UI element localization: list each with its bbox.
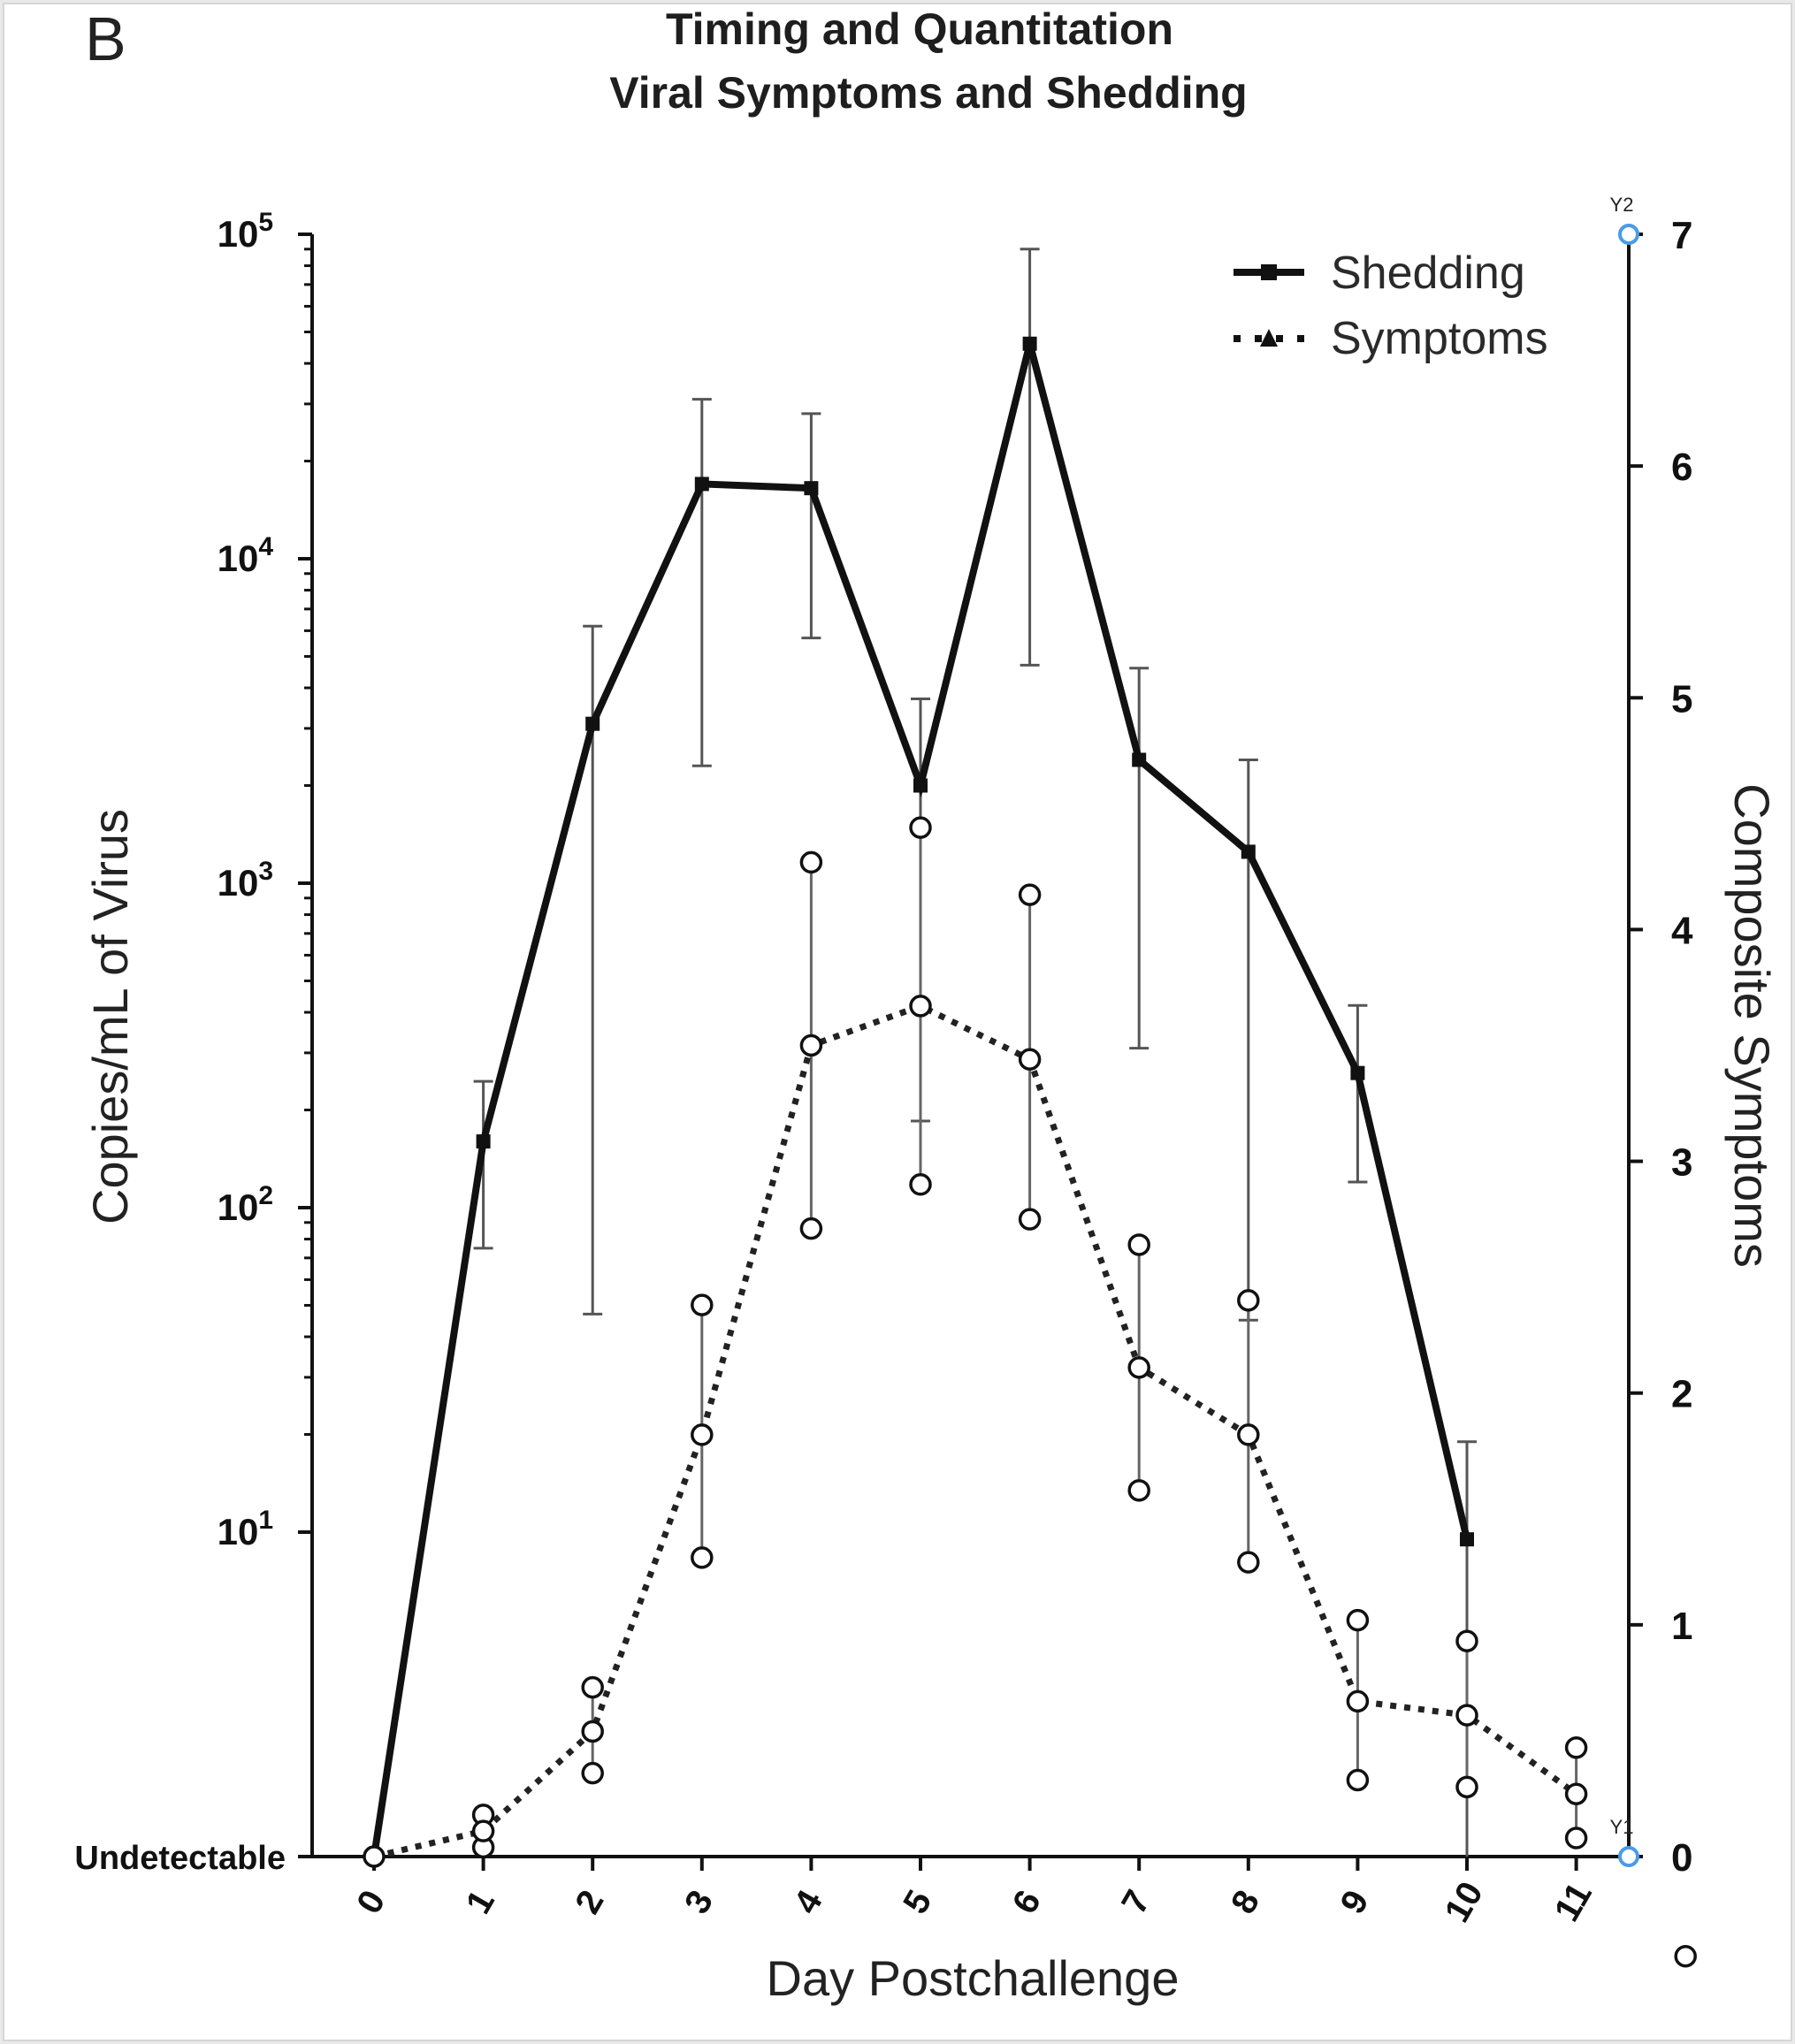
series-lines	[370, 342, 1578, 1860]
symptoms-point	[799, 850, 823, 874]
symptoms-point	[1018, 883, 1042, 906]
symptoms-point	[1564, 1736, 1588, 1759]
symptoms-point	[1564, 1827, 1588, 1850]
symptoms-point	[581, 1720, 604, 1743]
y-right-tick-label: 6	[1671, 446, 1692, 489]
symptoms-point	[1237, 1289, 1260, 1312]
symptoms-point	[471, 1819, 495, 1842]
stray-marker	[1674, 1944, 1697, 1968]
symptoms-point	[1346, 1768, 1370, 1792]
y-left-tick-label: 105	[218, 208, 273, 255]
shedding-point	[694, 477, 709, 492]
x-tick-label: 5	[896, 1884, 939, 1920]
x-tick-label: 6	[1005, 1884, 1049, 1920]
y-left-baseline-label: Undetectable	[74, 1840, 286, 1877]
axis-handle-label: Y2	[1610, 194, 1634, 216]
y-right-tick-label: 3	[1671, 1141, 1692, 1185]
symptoms-point	[1018, 1048, 1042, 1071]
symptoms-point	[1455, 1775, 1478, 1799]
shedding-point	[1460, 1532, 1474, 1547]
y-right-tick-label: 1	[1671, 1605, 1692, 1648]
symptoms-point	[1127, 1356, 1150, 1379]
y-right-tick-label: 0	[1671, 1836, 1692, 1880]
symptoms-point	[799, 1216, 823, 1240]
symptoms-point	[691, 1423, 714, 1446]
symptoms-point	[691, 1293, 714, 1316]
shedding-point	[585, 716, 600, 731]
symptoms-point	[1346, 1689, 1370, 1713]
x-tick-label: 8	[1224, 1884, 1267, 1920]
symptoms-point	[1455, 1629, 1478, 1652]
y-axis-label-left: Copies/mL of Virus	[82, 809, 138, 1224]
axis-handle-y2	[1618, 224, 1639, 245]
x-tick-label: 0	[349, 1884, 393, 1920]
chart-frame	[3, 3, 1792, 2041]
x-axis-label: Day Postchallenge	[767, 1950, 1180, 2006]
shedding-point	[804, 481, 819, 496]
chart-title: Timing and Quantitation	[666, 4, 1173, 54]
symptoms-point	[1237, 1423, 1260, 1446]
symptoms-point	[1127, 1233, 1150, 1256]
data-markers	[363, 336, 1697, 1968]
legend-marker-shedding	[1261, 264, 1277, 280]
y-right-tick-label: 2	[1671, 1373, 1692, 1416]
y-left-tick-label: 104	[218, 532, 274, 579]
legend-label-shedding: Shedding	[1331, 248, 1525, 299]
y-left-tick-label: 102	[218, 1181, 273, 1228]
symptoms-point	[1564, 1782, 1588, 1805]
x-tick-label: 10	[1438, 1875, 1491, 1929]
shedding-point	[913, 778, 928, 793]
shedding-point	[476, 1134, 491, 1149]
y-left-tick-label: 103	[218, 857, 273, 904]
y-right-tick-label: 7	[1671, 214, 1692, 257]
symptoms-point	[1127, 1479, 1150, 1502]
symptoms-point	[799, 1033, 823, 1057]
y-right-tick-label: 5	[1671, 677, 1692, 721]
symptoms-point	[691, 1546, 714, 1569]
shedding-point	[1132, 752, 1147, 767]
x-tick-label: 2	[568, 1884, 611, 1920]
symptoms-point	[363, 1845, 386, 1868]
symptoms-point	[581, 1675, 604, 1699]
x-tick-label: 4	[787, 1883, 831, 1920]
y-left-tick-label: 101	[218, 1506, 273, 1552]
shedding-point	[1022, 336, 1037, 351]
shedding-point	[1241, 844, 1256, 859]
symptoms-point	[581, 1761, 604, 1785]
symptoms-point	[1237, 1551, 1260, 1574]
y-axis-label-right: Composite Symptoms	[1724, 783, 1780, 1268]
legend-marker-symptoms	[1260, 329, 1278, 347]
symptoms-point	[909, 1173, 932, 1196]
axis-handle-label: Y1	[1610, 1816, 1634, 1838]
axis-handle-y1	[1618, 1846, 1639, 1867]
symptoms-point	[1346, 1608, 1370, 1632]
symptoms-point	[1455, 1704, 1478, 1727]
x-tick-label: 7	[1114, 1884, 1157, 1920]
x-tick-label: 9	[1333, 1884, 1377, 1920]
symptoms-line	[373, 1003, 1578, 1860]
panel-letter: B	[85, 4, 126, 73]
y-right-tick-label: 4	[1671, 909, 1693, 952]
chart-subtitle: Viral Symptoms and Shedding	[609, 68, 1247, 118]
symptoms-point	[909, 816, 932, 839]
shedding-point	[1350, 1065, 1365, 1080]
symptoms-point	[1018, 1208, 1042, 1231]
x-tick-label: 1	[459, 1884, 502, 1920]
legend: Shedding Symptoms	[1234, 248, 1548, 364]
symptoms-point	[909, 995, 932, 1018]
x-tick-label: 11	[1547, 1876, 1600, 1928]
legend-label-symptoms: Symptoms	[1331, 313, 1548, 364]
x-tick-label: 3	[677, 1884, 721, 1920]
